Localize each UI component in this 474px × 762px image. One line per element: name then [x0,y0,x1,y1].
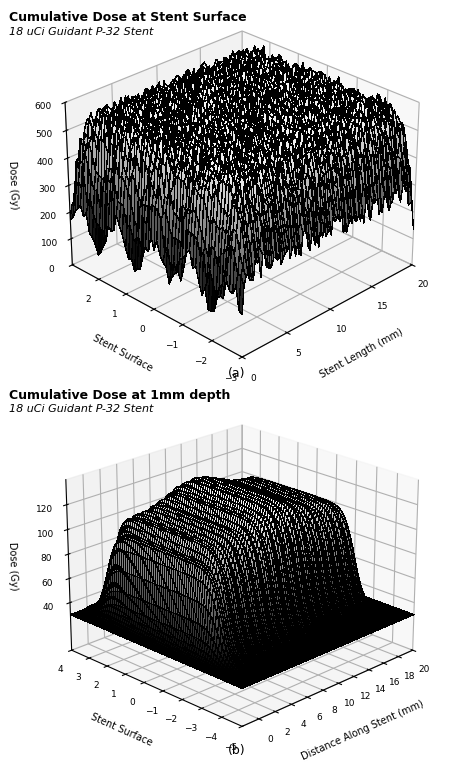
Text: 18 uCi Guidant P-32 Stent: 18 uCi Guidant P-32 Stent [9,404,154,414]
X-axis label: Distance Along Stent (mm): Distance Along Stent (mm) [300,699,426,762]
Text: (a): (a) [228,367,246,380]
Text: (b): (b) [228,744,246,757]
Text: 18 uCi Guidant P-32 Stent: 18 uCi Guidant P-32 Stent [9,27,154,37]
Text: Cumulative Dose at 1mm depth: Cumulative Dose at 1mm depth [9,389,231,402]
Text: Cumulative Dose at Stent Surface: Cumulative Dose at Stent Surface [9,11,247,24]
Y-axis label: Stent Surface: Stent Surface [89,712,154,748]
Y-axis label: Stent Surface: Stent Surface [91,333,154,374]
X-axis label: Stent Length (mm): Stent Length (mm) [319,327,405,380]
